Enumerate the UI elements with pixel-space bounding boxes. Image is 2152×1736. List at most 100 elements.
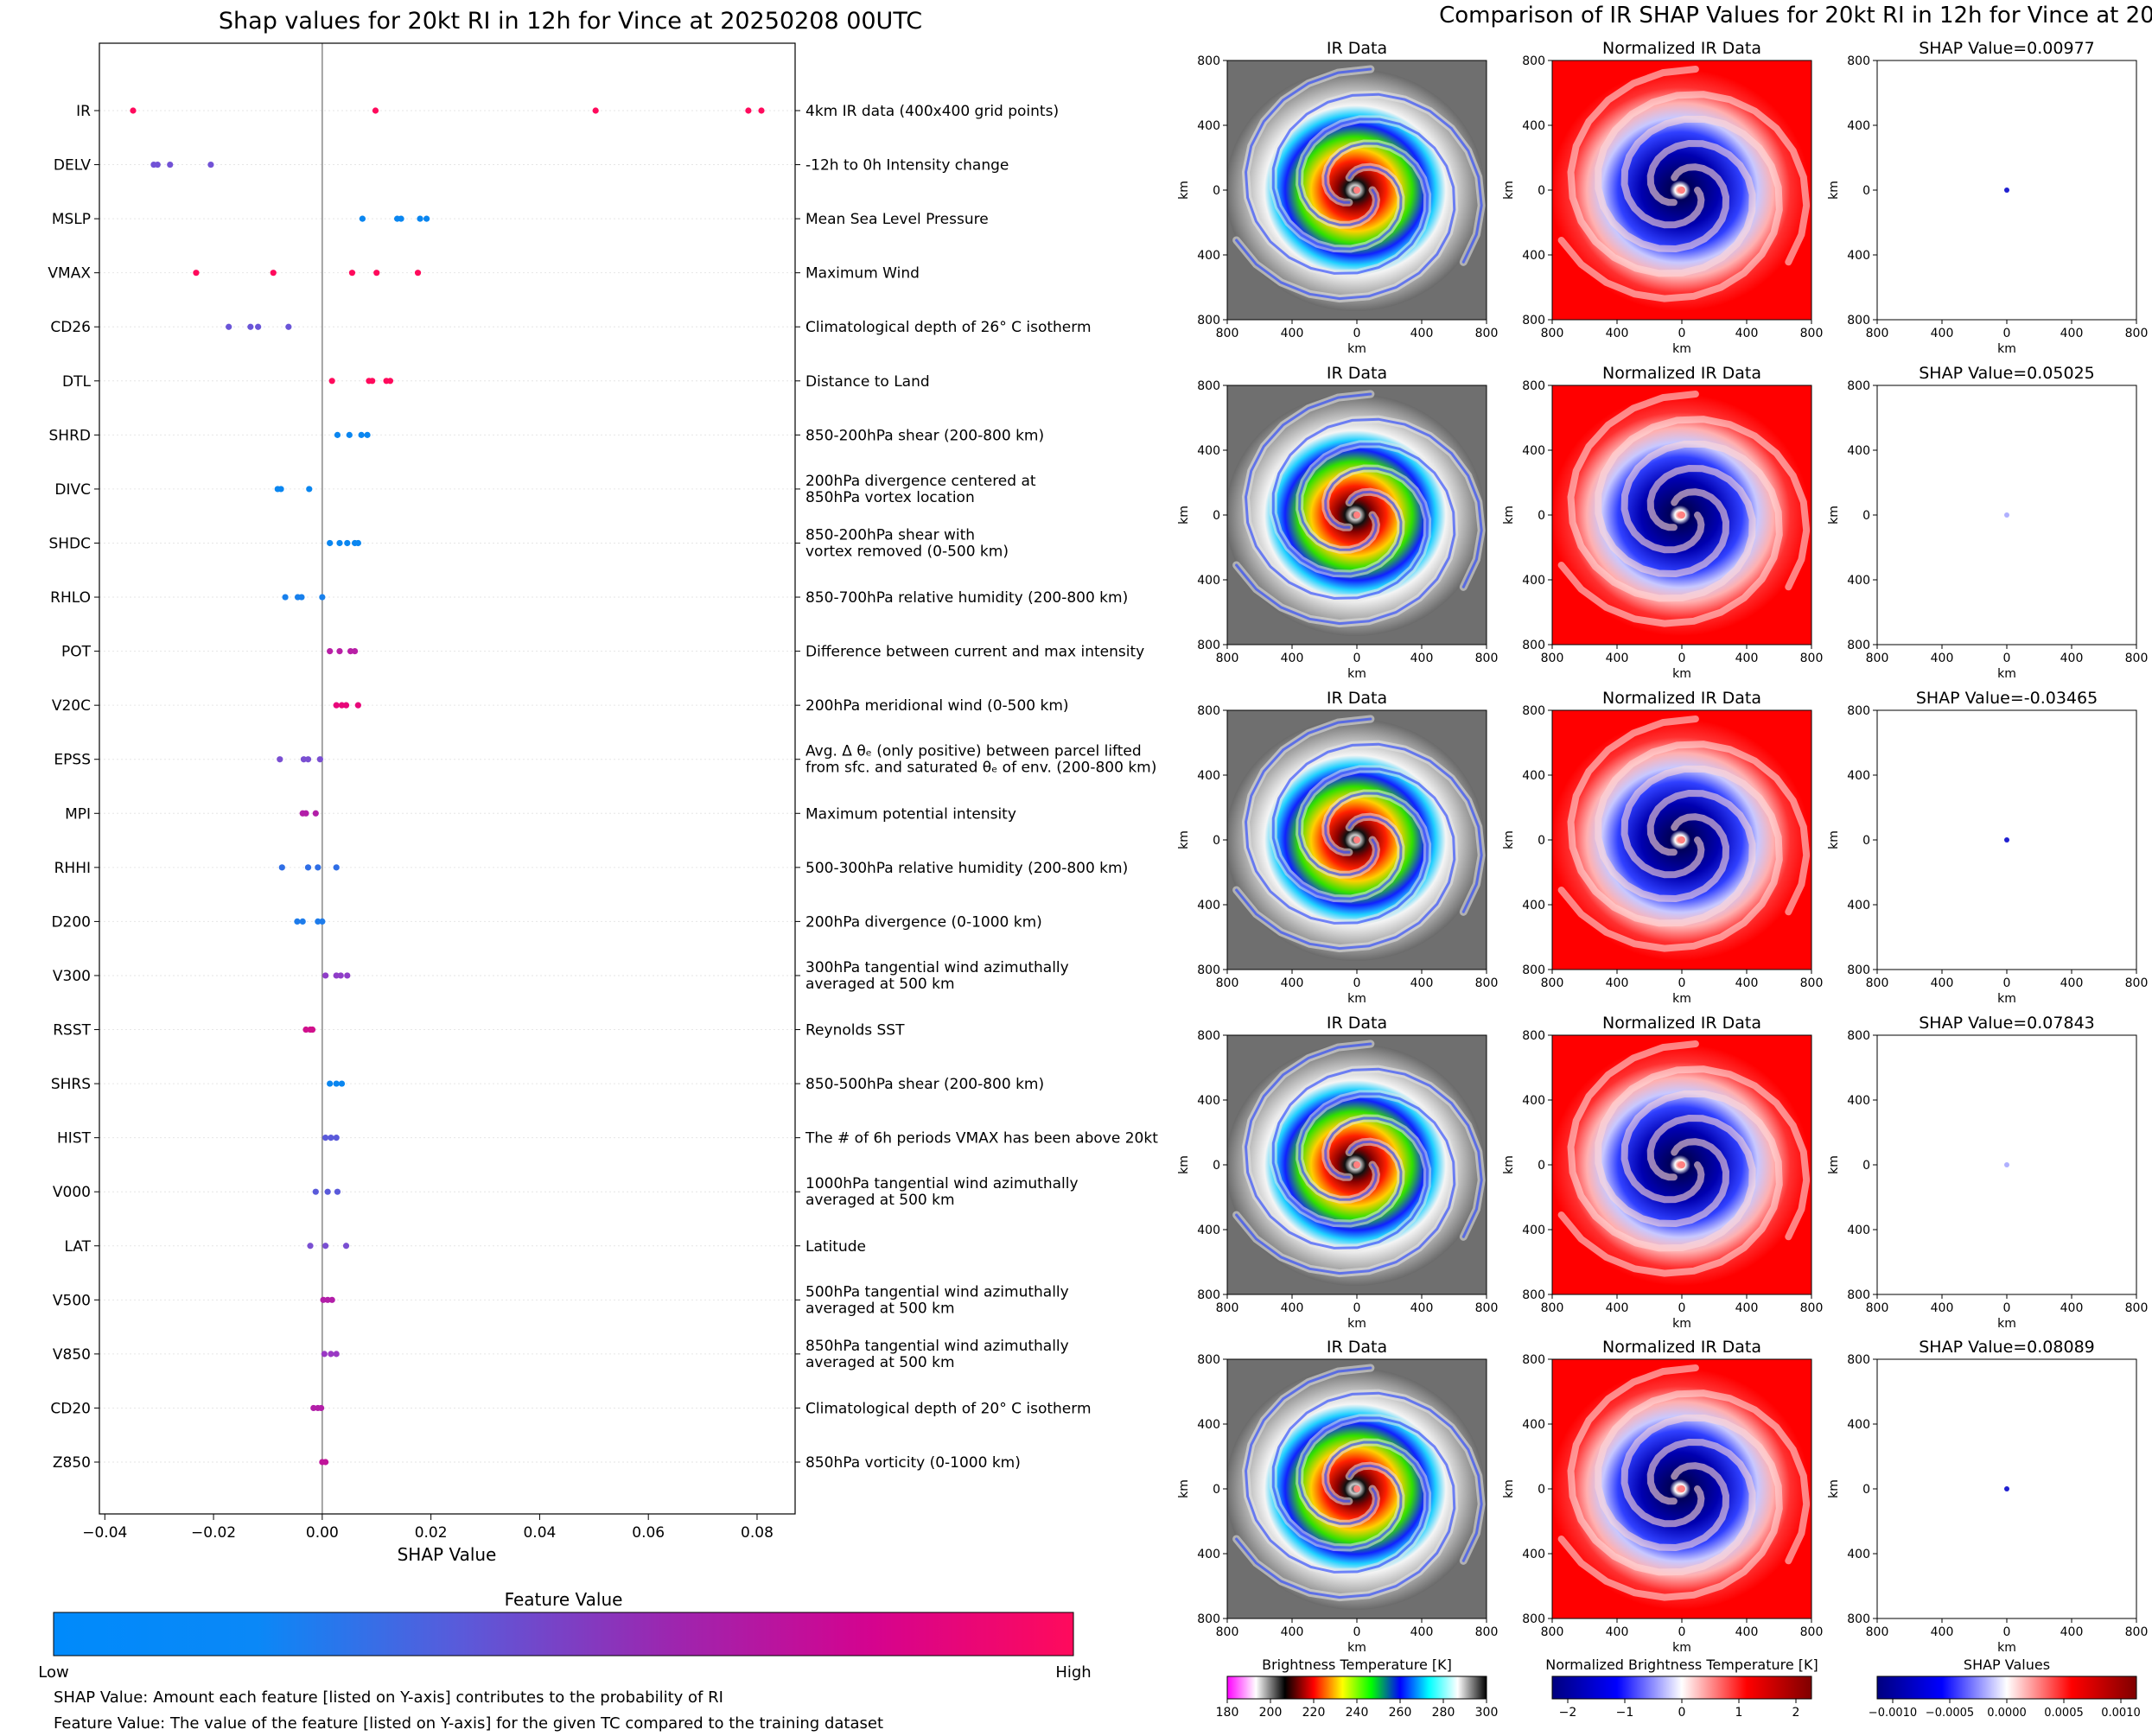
feature-description: 850hPa vorticity (0-1000 km) (805, 1454, 1021, 1472)
x-tick-label: 400 (1281, 327, 1304, 340)
shap-point (306, 486, 313, 493)
shap-point (277, 486, 284, 493)
normalized-image (1552, 1359, 1811, 1618)
note-feature-value: Feature Value: The value of the feature … (54, 1714, 883, 1733)
shap-point (207, 161, 214, 169)
shap-point (336, 539, 343, 547)
y-tick-label: 800 (1197, 1612, 1220, 1626)
y-tick-label: 0 (1538, 1159, 1545, 1173)
x-tick-label: 0 (1353, 652, 1361, 665)
shap-point (336, 648, 343, 655)
x-tick-label: 0 (1678, 327, 1686, 340)
shap-point (342, 1243, 350, 1250)
x-tick-label: 800 (1866, 1301, 1889, 1315)
y-axis-label: km (1177, 1479, 1191, 1498)
colorbar-tick-label: 0.0005 (2044, 1707, 2084, 1720)
y-tick-label: 400 (1197, 574, 1220, 588)
panel-title: SHAP Value=0.07843 (1919, 1014, 2095, 1033)
spiral-band (1557, 765, 1783, 952)
x-tick-label: 400 (2060, 327, 2084, 340)
shap-point (344, 972, 351, 979)
y-tick-label: 400 (1847, 1418, 1870, 1432)
y-tick-label: 800 (1847, 1353, 1870, 1367)
x-tick-label: 0.06 (632, 1524, 665, 1542)
y-tick-label: 0 (1213, 509, 1220, 523)
feature-label: V000 (53, 1184, 91, 1201)
x-axis-label: km (1672, 667, 1691, 681)
feature-label: DELV (54, 157, 91, 175)
shap-point (347, 648, 354, 655)
x-tick-label: 0 (1353, 1301, 1361, 1315)
x-tick-label: 400 (1606, 1625, 1629, 1639)
shap-point (337, 972, 344, 979)
chart-title: Shap values for 20kt RI in 12h for Vince… (219, 8, 922, 35)
shap-point (319, 918, 326, 925)
shap-point (338, 1080, 346, 1087)
x-tick-label: 0.04 (523, 1524, 556, 1542)
y-tick-label: 0 (1538, 509, 1545, 523)
x-tick-label: 400 (2060, 652, 2084, 665)
y-tick-label: 400 (1847, 1224, 1870, 1237)
shap-point (351, 648, 359, 655)
shap-point (321, 1351, 328, 1358)
y-tick-label: 400 (1847, 899, 1870, 913)
x-tick-label: 800 (1866, 327, 1889, 340)
y-tick-label: 400 (1522, 444, 1545, 458)
shap-point (372, 107, 379, 114)
spiral-band (1271, 417, 1483, 588)
shap-point (312, 1188, 319, 1195)
feature-description: 850-700hPa relative humidity (200-800 km… (805, 589, 1128, 607)
x-tick-label: 0 (2003, 327, 2011, 340)
y-tick-label: 400 (1197, 119, 1220, 133)
shap-point (758, 107, 765, 114)
feature-description: 4km IR data (400x400 grid points) (805, 103, 1059, 120)
y-axis-label: km (1177, 1155, 1191, 1174)
colorbar-tick-label: −0.0010 (1869, 1707, 1917, 1720)
shap-point (354, 702, 361, 709)
y-tick-label: 800 (1847, 1612, 1870, 1626)
y-tick-label: 400 (1847, 1548, 1870, 1561)
y-axis-label: km (1502, 830, 1516, 849)
x-tick-label: 0 (1678, 976, 1686, 990)
y-tick-label: 0 (1862, 1159, 1870, 1173)
shap-point (328, 1351, 334, 1358)
spiral-band (1271, 742, 1483, 913)
y-tick-label: 400 (1847, 574, 1870, 588)
y-tick-label: 800 (1197, 1288, 1220, 1302)
colorbar-tick-label: 180 (1216, 1706, 1239, 1720)
y-tick-label: 400 (1522, 1418, 1545, 1432)
shap-point (327, 539, 334, 547)
feature-label: HIST (57, 1130, 92, 1148)
x-tick-label: 400 (1606, 327, 1629, 340)
x-tick-label: 0 (2003, 976, 2011, 990)
x-tick-label: 800 (1475, 652, 1499, 665)
y-tick-label: 0 (1538, 1483, 1545, 1497)
shap-point (333, 972, 340, 979)
shap-point (278, 864, 285, 871)
y-tick-label: 400 (1197, 769, 1220, 783)
y-tick-label: 400 (1847, 1094, 1870, 1108)
ir-image (1227, 1035, 1487, 1294)
x-tick-label: 0 (2003, 652, 2011, 665)
x-axis-label: km (1672, 342, 1691, 356)
y-tick-label: 0 (1213, 184, 1220, 198)
colorbar-tick-label: 280 (1432, 1706, 1455, 1720)
x-tick-label: 400 (1410, 327, 1434, 340)
colorbar-tick-label: −0.0005 (1926, 1707, 1974, 1720)
spiral-band (1567, 1040, 1756, 1252)
x-tick-label: 800 (1866, 976, 1889, 990)
x-tick-label: 400 (2060, 1301, 2084, 1315)
spiral-band (1567, 391, 1756, 602)
x-tick-label: 800 (1475, 1625, 1499, 1639)
colorbar-tick-label: 1 (1735, 1706, 1743, 1720)
x-tick-label: 800 (1475, 976, 1499, 990)
normalized-image (1552, 1035, 1811, 1294)
normalized-image (1552, 60, 1811, 320)
ir-eye (1353, 1161, 1360, 1168)
y-axis-label: km (1502, 181, 1516, 200)
shap-point (359, 215, 366, 222)
shap-point (592, 107, 599, 114)
y-tick-label: 800 (1522, 963, 1545, 977)
colorbar-tick-label: 0.0000 (1987, 1707, 2027, 1720)
shap-point (322, 1459, 329, 1466)
